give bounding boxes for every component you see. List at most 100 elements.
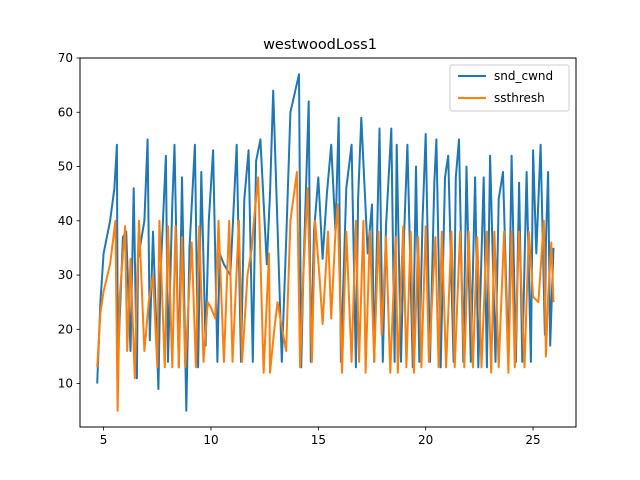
data-point-snd-cwnd [547, 171, 549, 173]
data-point-ssthresh [459, 231, 461, 233]
data-point-ssthresh [109, 263, 111, 265]
data-point-ssthresh [417, 236, 419, 238]
data-point-ssthresh [498, 366, 500, 368]
data-point-ssthresh [181, 236, 183, 238]
data-point-ssthresh [438, 366, 440, 368]
data-point-snd-cwnd [458, 138, 460, 140]
data-point-ssthresh [378, 231, 380, 233]
data-point-ssthresh [247, 274, 249, 276]
data-point-snd-cwnd [208, 220, 210, 222]
data-point-snd-cwnd [355, 366, 357, 368]
data-point-ssthresh [532, 296, 534, 298]
data-point-snd-cwnd [232, 231, 234, 233]
data-point-snd-cwnd [518, 182, 520, 184]
data-point-ssthresh [468, 231, 470, 233]
data-point-ssthresh [126, 350, 128, 352]
data-point-snd-cwnd [281, 361, 283, 363]
data-point-ssthresh [397, 372, 399, 374]
data-point-ssthresh [420, 366, 422, 368]
data-point-snd-cwnd [345, 187, 347, 189]
data-point-ssthresh [402, 225, 404, 227]
data-point-ssthresh [389, 372, 391, 374]
data-point-snd-cwnd [470, 361, 472, 363]
data-point-snd-cwnd [216, 361, 218, 363]
data-point-snd-cwnd [474, 176, 476, 178]
data-point-snd-cwnd [466, 166, 468, 168]
data-point-ssthresh [503, 231, 505, 233]
data-point-ssthresh [99, 312, 101, 314]
data-point-snd-cwnd [444, 176, 446, 178]
data-point-ssthresh [341, 372, 343, 374]
data-point-snd-cwnd [171, 204, 173, 206]
data-point-snd-cwnd [455, 176, 457, 178]
data-point-ssthresh [524, 366, 526, 368]
data-point-snd-cwnd [96, 383, 98, 385]
data-point-snd-cwnd [553, 247, 555, 249]
data-point-snd-cwnd [113, 187, 115, 189]
data-point-ssthresh [114, 220, 116, 222]
data-point-snd-cwnd [259, 138, 261, 140]
data-point-ssthresh [117, 410, 119, 412]
data-point-snd-cwnd [272, 90, 274, 92]
data-point-snd-cwnd [530, 361, 532, 363]
data-point-ssthresh [322, 323, 324, 325]
data-point-ssthresh [413, 372, 415, 374]
data-point-snd-cwnd [425, 133, 427, 135]
data-point-snd-cwnd [526, 171, 528, 173]
y-tick-label: 60 [58, 105, 73, 119]
data-point-snd-cwnd [189, 247, 191, 249]
data-point-snd-cwnd [285, 242, 287, 244]
x-tick-label: 5 [100, 433, 108, 447]
data-point-ssthresh [514, 366, 516, 368]
data-point-snd-cwnd [400, 361, 402, 363]
data-point-snd-cwnd [351, 144, 353, 146]
data-point-ssthresh [345, 231, 347, 233]
data-point-snd-cwnd [433, 182, 435, 184]
x-tick-label: 20 [418, 433, 433, 447]
data-point-ssthresh [103, 290, 105, 292]
data-point-snd-cwnd [103, 252, 105, 254]
y-tick-label: 10 [58, 377, 73, 391]
data-point-ssthresh [241, 361, 243, 363]
data-point-snd-cwnd [157, 388, 159, 390]
data-point-ssthresh [511, 231, 513, 233]
data-point-ssthresh [191, 242, 193, 244]
data-point-snd-cwnd [152, 231, 154, 233]
data-point-snd-cwnd [147, 138, 149, 140]
data-point-ssthresh [365, 372, 367, 374]
data-point-ssthresh [528, 231, 530, 233]
data-point-ssthresh [369, 231, 371, 233]
data-point-snd-cwnd [236, 144, 238, 146]
data-point-ssthresh [285, 350, 287, 352]
data-point-ssthresh [451, 231, 453, 233]
data-point-snd-cwnd [326, 193, 328, 195]
data-point-snd-cwnd [382, 361, 384, 363]
data-point-ssthresh [543, 220, 545, 222]
data-point-snd-cwnd [418, 361, 420, 363]
data-point-snd-cwnd [269, 193, 271, 195]
data-point-snd-cwnd [489, 155, 491, 157]
data-point-snd-cwnd [174, 144, 176, 146]
data-point-snd-cwnd [149, 339, 151, 341]
data-point-ssthresh [238, 220, 240, 222]
data-point-ssthresh [302, 274, 304, 276]
data-point-ssthresh [335, 231, 337, 233]
data-point-snd-cwnd [422, 220, 424, 222]
data-point-snd-cwnd [136, 377, 138, 379]
data-point-ssthresh [550, 242, 552, 244]
data-point-ssthresh [96, 366, 98, 368]
data-point-ssthresh [327, 231, 329, 233]
data-point-snd-cwnd [532, 149, 534, 151]
data-point-ssthresh [381, 334, 383, 336]
data-point-ssthresh [337, 204, 339, 206]
y-tick-label: 50 [58, 160, 73, 174]
data-point-ssthresh [537, 301, 539, 303]
data-point-snd-cwnd [385, 225, 387, 227]
data-point-snd-cwnd [371, 204, 373, 206]
data-point-ssthresh [311, 361, 313, 363]
data-point-ssthresh [289, 220, 291, 222]
data-point-snd-cwnd [252, 361, 254, 363]
data-point-snd-cwnd [133, 187, 135, 189]
legend: snd_cwnd ssthresh [449, 64, 570, 112]
